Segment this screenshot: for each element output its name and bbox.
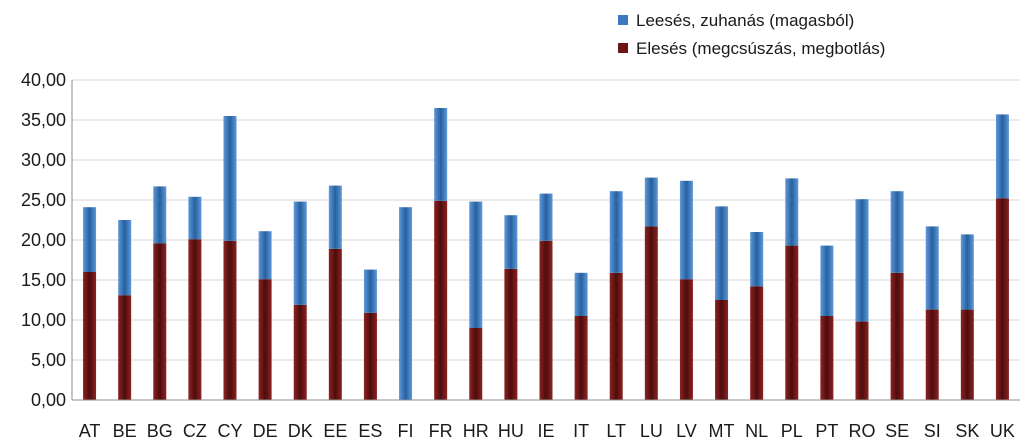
y-tick-label: 40,00 <box>21 70 66 90</box>
bar-segment <box>750 286 764 400</box>
bar-segment <box>188 196 202 240</box>
x-tick-label: FI <box>398 421 414 441</box>
legend-swatch <box>618 43 628 53</box>
bar-segment <box>118 295 132 400</box>
bar-segment <box>539 240 553 400</box>
legend-swatch <box>618 15 628 25</box>
x-tick-label: RO <box>849 421 876 441</box>
bar-segment <box>539 193 553 241</box>
bar-segment <box>890 191 904 273</box>
bar-segment <box>925 309 939 400</box>
bar-segment <box>609 191 623 273</box>
bar-segment <box>679 279 693 400</box>
y-tick-label: 25,00 <box>21 190 66 210</box>
x-tick-label: ES <box>358 421 382 441</box>
x-tick-label: EE <box>323 421 347 441</box>
bar-segment <box>504 215 518 269</box>
y-tick-label: 15,00 <box>21 270 66 290</box>
bar-segment <box>223 240 237 400</box>
x-tick-label: LT <box>606 421 626 441</box>
y-tick-label: 10,00 <box>21 310 66 330</box>
bar-segment <box>223 116 237 241</box>
axes <box>71 80 1020 401</box>
bar-segment <box>434 108 448 201</box>
bar-segment <box>715 206 729 300</box>
y-tick-label: 20,00 <box>21 230 66 250</box>
bar-segment <box>574 316 588 400</box>
x-tick-label: PT <box>815 421 838 441</box>
x-tick-label: SE <box>885 421 909 441</box>
bar-segment <box>118 220 132 296</box>
bar-segment <box>153 186 167 244</box>
x-tick-label: NL <box>745 421 768 441</box>
bar-segment <box>363 269 377 313</box>
bar-segment <box>820 245 834 316</box>
bar-segment <box>258 279 272 400</box>
bar-segment <box>679 180 693 280</box>
x-tick-label: BE <box>113 421 137 441</box>
x-tick-label: BG <box>147 421 173 441</box>
x-tick-label: UK <box>990 421 1015 441</box>
bar-segment <box>399 207 413 400</box>
bar-segment <box>750 232 764 287</box>
x-tick-label: AT <box>79 421 101 441</box>
bar-segment <box>995 198 1009 400</box>
x-axis-labels: AT BE BG CZ CY DE DK EE ES FI FR HR HU IE IT LT LU LV MT NL… <box>79 421 1015 441</box>
bar-segment <box>644 177 658 227</box>
bar-segment <box>188 239 202 400</box>
bar-segment <box>960 309 974 400</box>
bar-segment <box>820 316 834 400</box>
x-tick-label: CZ <box>183 421 207 441</box>
bar-segment <box>644 226 658 400</box>
bar-segment <box>83 272 97 400</box>
bar-segment <box>328 248 342 400</box>
x-tick-label: MT <box>709 421 735 441</box>
bar-segment <box>785 178 799 246</box>
bar-segment <box>855 199 869 322</box>
bar-segment <box>293 201 307 305</box>
x-tick-label: HR <box>463 421 489 441</box>
y-tick-label: 30,00 <box>21 150 66 170</box>
bar-segment <box>925 226 939 310</box>
x-tick-label: DE <box>253 421 278 441</box>
bar-segment <box>83 207 97 272</box>
bar-segment <box>434 200 448 400</box>
x-tick-label: IT <box>573 421 589 441</box>
y-tick-label: 5,00 <box>31 350 66 370</box>
y-axis-ticks: 0,00 5,00 10,00 15,00 20,00 25,00 30,00 35,00 40… <box>21 70 66 410</box>
bar-segment <box>328 185 342 249</box>
legend-label: Elesés (megcsúszás, megbotlás) <box>636 39 885 58</box>
x-tick-label: SI <box>924 421 941 441</box>
x-tick-label: HU <box>498 421 524 441</box>
bar-segment <box>855 321 869 400</box>
bar-segment <box>258 231 272 280</box>
bar-segment <box>469 201 483 328</box>
bar-segment <box>153 243 167 400</box>
legend: Leesés, zuhanás (magasból) Elesés (megcsú… <box>618 11 885 58</box>
y-tick-label: 35,00 <box>21 110 66 130</box>
bar-segment <box>574 272 588 316</box>
bar-segment <box>890 272 904 400</box>
x-tick-label: DK <box>288 421 313 441</box>
x-tick-label: LV <box>676 421 697 441</box>
x-tick-label: FR <box>429 421 453 441</box>
x-tick-label: PL <box>781 421 803 441</box>
x-tick-label: IE <box>537 421 554 441</box>
bar-segment <box>785 245 799 400</box>
x-tick-label: LU <box>640 421 663 441</box>
y-tick-label: 0,00 <box>31 390 66 410</box>
bar-segment <box>609 272 623 400</box>
legend-label: Leesés, zuhanás (magasból) <box>636 11 854 30</box>
bar-segment <box>960 234 974 310</box>
bar-segment <box>293 304 307 400</box>
bar-segment <box>504 268 518 400</box>
bars <box>83 108 1009 400</box>
bar-segment <box>715 300 729 400</box>
x-tick-label: SK <box>955 421 979 441</box>
x-tick-label: CY <box>217 421 242 441</box>
bar-segment <box>363 312 377 400</box>
bar-segment <box>995 114 1009 199</box>
bar-segment <box>469 328 483 400</box>
